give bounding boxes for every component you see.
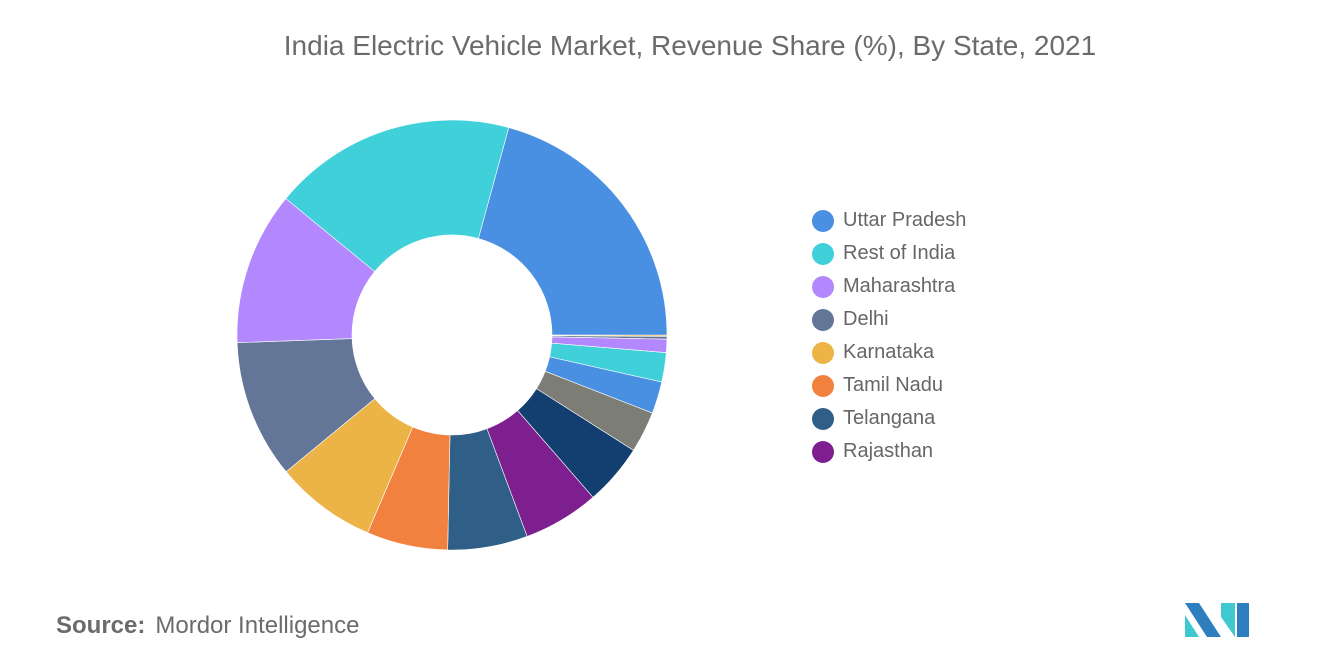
legend-label: Telangana: [843, 407, 936, 429]
legend-item-delhi: Delhi: [812, 303, 966, 336]
legend-label: Karnataka: [843, 341, 935, 363]
legend-swatch: [812, 440, 834, 463]
legend-swatch: [812, 209, 834, 232]
legend-label: Uttar Pradesh: [843, 209, 967, 231]
legend-item-telangana: Telangana: [812, 402, 966, 435]
legend-swatch: [812, 242, 834, 265]
source-note: Source: Mordor Intelligence: [56, 612, 359, 640]
chart-title: India Electric Vehicle Market, Revenue S…: [283, 30, 1097, 61]
legend-swatch: [812, 341, 834, 364]
legend-swatch: [812, 308, 834, 331]
slice-rest-of-india: [285, 119, 510, 272]
legend-item-tamil-nadu: Tamil Nadu: [812, 369, 966, 402]
legend-label: Maharashtra: [843, 275, 956, 297]
legend-label: Rajasthan: [843, 440, 934, 462]
legend-item-maharashtra: Maharashtra: [812, 270, 966, 303]
legend-label: Delhi: [843, 308, 889, 330]
mordor-logo: [1185, 603, 1249, 637]
donut-chart: [236, 119, 668, 551]
legend-label: Rest of India: [843, 242, 956, 264]
legend-item-karnataka: Karnataka: [812, 336, 966, 369]
legend-swatch: [812, 374, 834, 397]
legend-item-rajasthan: Rajasthan: [812, 435, 966, 468]
legend-label: Tamil Nadu: [843, 374, 944, 396]
slice-uttar-pradesh: [478, 127, 668, 336]
legend-item-uttar-pradesh: Uttar Pradesh: [812, 204, 966, 237]
legend-swatch: [812, 407, 834, 430]
source-text: Mordor Intelligence: [155, 612, 360, 639]
legend: Uttar Pradesh Rest of India Maharashtra Del…: [812, 204, 966, 468]
legend-item-rest-of-india: Rest of India: [812, 237, 966, 270]
source-label: Source:: [56, 612, 146, 639]
legend-swatch: [812, 275, 834, 298]
